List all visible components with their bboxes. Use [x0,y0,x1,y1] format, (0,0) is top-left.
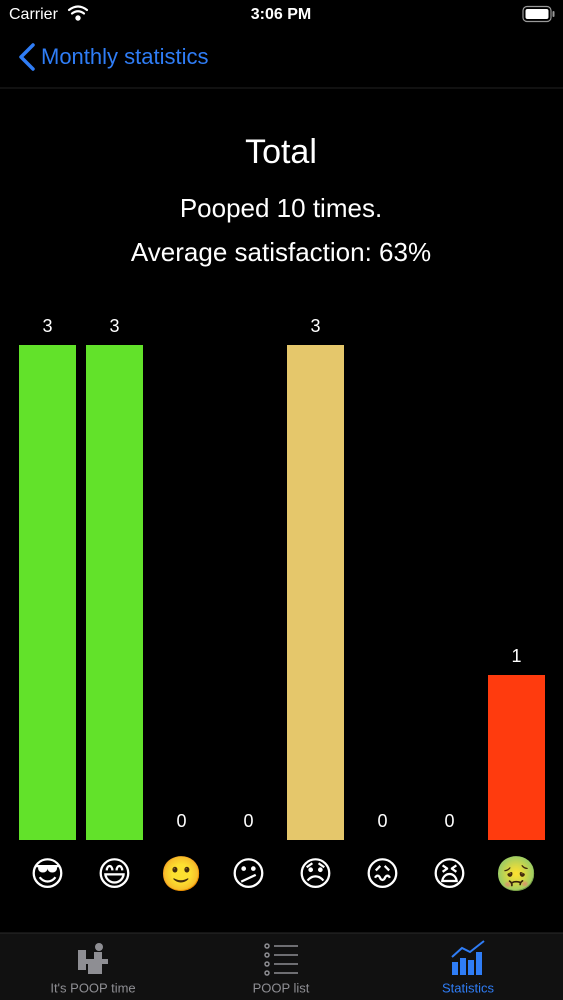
tab-label[interactable]: It's POOP time [50,980,135,995]
title: Total [245,133,317,171]
category-emoji: 😖 [365,855,400,895]
tab-poop-list[interactable]: POOP list [253,943,310,995]
category-emoji: 😎 [30,855,65,895]
bar [86,345,143,840]
value-label: 0 [243,811,253,831]
back-title[interactable]: Monthly statistics [41,44,209,69]
category-emoji: 🙂 [160,855,202,895]
tab-poop-time[interactable]: It's POOP time [50,943,136,995]
value-label: 0 [444,811,454,831]
category-emoji: 😄 [97,855,132,895]
value-label: 3 [42,316,52,336]
count-text: Pooped 10 times. [180,193,382,223]
tab-statistics[interactable]: Statistics [442,940,495,995]
tab-label[interactable]: Statistics [442,980,495,995]
value-label: 3 [310,316,320,336]
value-label: 1 [511,646,521,666]
clock: 3:06 PM [251,6,311,23]
category-emoji: 😫 [432,855,467,895]
bar [19,345,76,840]
battery-icon [522,5,555,23]
category-emoji: 🤢 [495,855,537,895]
value-label: 3 [109,316,119,336]
bar-chart: 3 😎 3 😄 0 🙂 0 😕 3 😞 0 😖 0 😫 1 🤢 [19,316,545,895]
list-icon [264,943,298,976]
category-emoji: 😕 [231,855,266,895]
toilet-icon [78,943,108,974]
back-button[interactable]: Monthly statistics [19,43,209,71]
category-emoji: 😞 [298,855,333,895]
stats-icon [451,940,485,975]
bar [488,675,545,840]
value-label: 0 [176,811,186,831]
tab-label[interactable]: POOP list [253,980,310,995]
wifi-icon [67,5,89,21]
bar [287,345,344,840]
satisfaction-text: Average satisfaction: 63% [131,237,431,267]
carrier: Carrier [9,6,59,23]
value-label: 0 [377,811,387,831]
